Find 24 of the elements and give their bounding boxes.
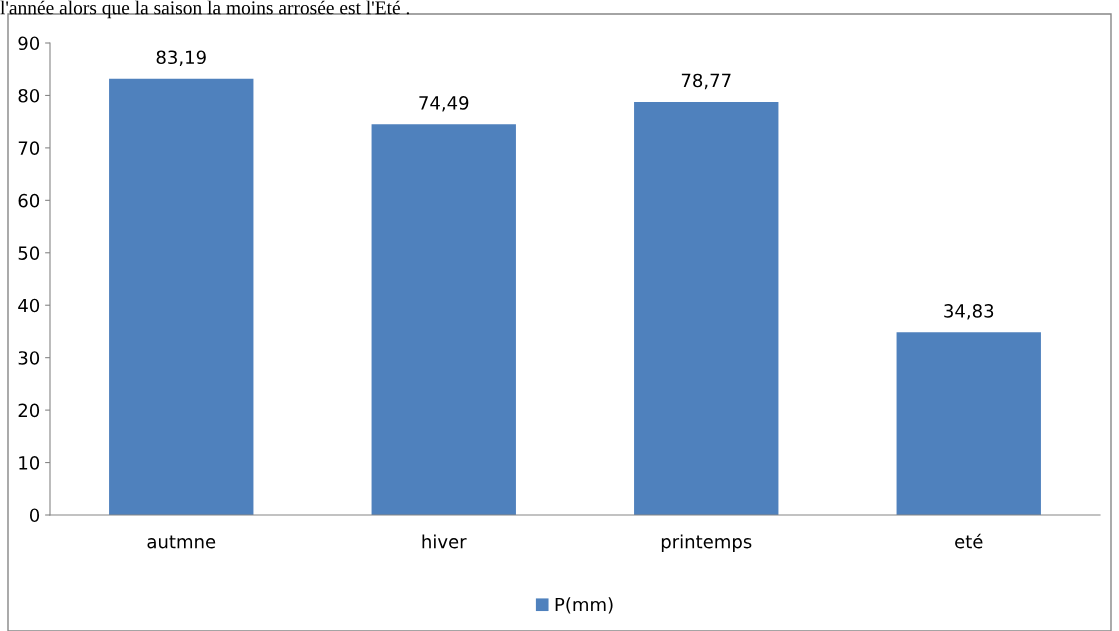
legend-label: P(mm) [555,597,613,614]
y-tick-label: 30 [18,351,40,365]
y-tick-label: 90 [18,36,40,51]
bar [109,78,254,515]
text: 78,77 [681,73,731,90]
y-tick-label: 20 [18,403,40,418]
text: 34,83 [944,304,994,320]
y-tick-label: 80 [18,88,40,103]
bar [634,101,779,515]
text: 74,49 [419,96,469,112]
y-tick-label: 60 [18,193,40,208]
bar [371,124,516,515]
bar [896,332,1041,515]
x-tick-label: autmne [147,535,216,549]
y-tick-label: 50 [18,246,40,260]
text: 83,19 [156,50,206,66]
y-tick-label: 40 [18,298,40,313]
x-tick-label: eté [955,533,983,549]
x-tick-label: hiver [422,534,467,549]
y-tick-label: 0 [29,508,40,523]
y-tick-label: 70 [18,141,40,156]
x-tick-label: printemps [661,534,752,552]
text: l'année alors que la saison la moins arrosée est l'Eté . [0,0,410,19]
y-tick-label: 10 [19,456,40,470]
